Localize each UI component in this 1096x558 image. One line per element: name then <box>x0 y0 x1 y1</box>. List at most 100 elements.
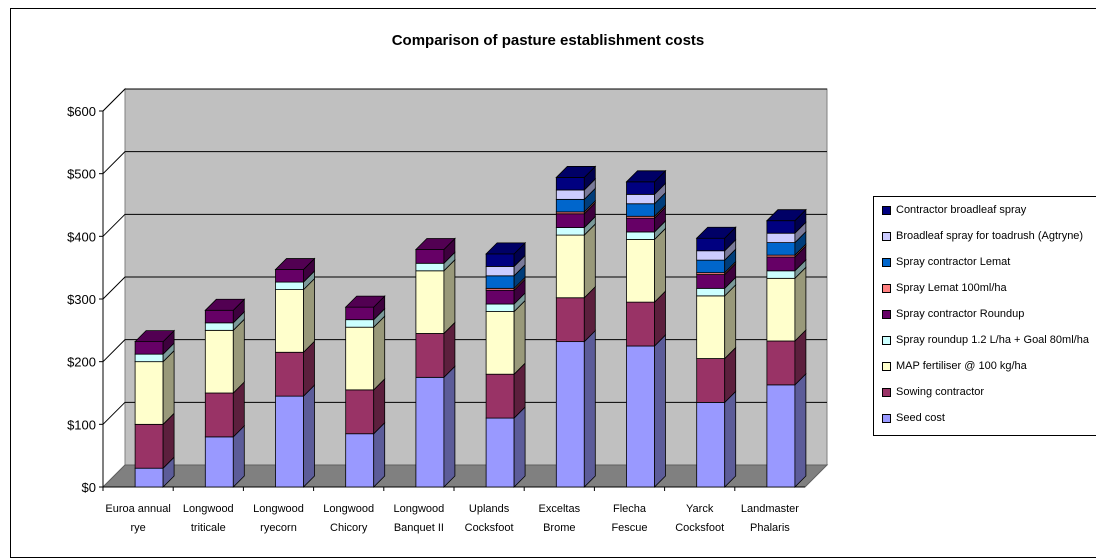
bar-segment <box>696 250 726 261</box>
x-tick-label: Landmaster <box>741 503 799 515</box>
bar-segment <box>555 297 585 343</box>
bar-segment <box>485 303 515 312</box>
bar-segment <box>345 319 375 328</box>
bar-segment <box>766 242 796 256</box>
legend: Contractor broadleaf spray Broadleaf spra… <box>873 196 1096 436</box>
legend-item: Spray contractor Lemat <box>882 255 1010 269</box>
x-tick-label: Exceltas <box>539 503 581 515</box>
legend-item: Sowing contractor <box>882 385 984 399</box>
bar-segment <box>275 269 304 283</box>
x-tick-label: Longwood <box>394 503 445 515</box>
y-tick-label: $100 <box>67 417 96 432</box>
legend-swatch <box>882 257 891 267</box>
bar-segment <box>415 270 445 334</box>
bar-segment-side <box>303 277 315 354</box>
bar-segment <box>626 231 655 240</box>
bar-segment-top <box>274 258 316 270</box>
bar-segment-side <box>794 266 807 342</box>
legend-item: Spray Lemat 100ml/ha <box>882 281 1007 295</box>
y-tick-label: $600 <box>67 104 96 119</box>
bar-segment-top <box>204 298 246 311</box>
legend-label: MAP fertiliser @ 100 kg/ha <box>896 360 1027 372</box>
y-tick-label: $300 <box>67 292 96 307</box>
legend-item: Broadleaf spray for toadrush (Agtryne) <box>882 229 1083 243</box>
x-tick-label: Cocksfoot <box>465 522 514 534</box>
bar-segment <box>696 274 726 289</box>
bar-segment-side <box>583 223 596 299</box>
bar-segment <box>485 311 515 375</box>
bar-segment-side <box>724 390 737 488</box>
bar-segment-side <box>654 334 666 488</box>
bar-segment-side <box>513 299 526 376</box>
bar-segment <box>204 309 234 324</box>
bar-segment <box>555 227 585 236</box>
legend-swatch <box>882 387 891 397</box>
bar-segment <box>345 306 375 321</box>
bar-segment <box>134 361 164 425</box>
y-tick-label: $400 <box>67 229 96 244</box>
bar-segment <box>415 333 445 378</box>
bar-segment <box>766 384 796 488</box>
bar-segment <box>204 392 234 438</box>
legend-swatch <box>882 335 891 345</box>
legend-swatch <box>882 413 891 423</box>
x-tick-label: ryecorn <box>260 522 297 534</box>
bar-segment <box>415 376 445 488</box>
bar-segment <box>134 423 164 469</box>
x-tick-label: Yarck <box>686 503 714 515</box>
bar-segment <box>275 395 304 488</box>
bar-segment <box>134 341 164 355</box>
bar-segment <box>766 277 796 342</box>
legend-swatch <box>882 309 891 319</box>
gridline <box>102 88 827 112</box>
gridline <box>102 151 827 175</box>
bar-segment <box>766 340 796 386</box>
bar-segment <box>275 351 304 397</box>
bar-segment <box>555 213 585 228</box>
bar-segment <box>766 232 796 243</box>
bar-segment-side <box>583 329 596 488</box>
legend-label: Sowing contractor <box>896 386 985 398</box>
bar-segment-top <box>344 295 386 308</box>
bar-segment <box>696 287 726 297</box>
bar-segment <box>696 401 726 488</box>
bar-segment <box>275 289 304 353</box>
y-tick-label: $500 <box>67 167 96 182</box>
bar-segment <box>696 358 726 403</box>
bar-segment <box>485 289 515 305</box>
y-tick-label: $0 <box>82 480 96 495</box>
bar-segment-top <box>765 209 807 222</box>
y-tick-label: $200 <box>67 355 96 370</box>
bar-segment-side <box>724 283 737 360</box>
bar-segment-top <box>134 330 176 343</box>
x-tick-label: Longwood <box>323 503 374 515</box>
legend-label: Broadleaf spray for toadrush (Agtryne) <box>896 230 1084 242</box>
bar-segment <box>555 189 585 200</box>
bar-segment <box>626 217 655 233</box>
legend-item: Seed cost <box>882 411 945 425</box>
bar-segment <box>134 467 164 488</box>
chart-title: Comparison of pasture establishment cost… <box>392 32 705 49</box>
bar-segment <box>766 220 796 234</box>
legend-label: Spray roundup 1.2 L/ha + Goal 80ml/ha <box>896 334 1089 346</box>
bar-segment-side <box>443 365 456 488</box>
bar-segment <box>555 234 585 299</box>
x-tick-label: Longwood <box>253 503 304 515</box>
bar-segment <box>485 417 515 488</box>
bar-segment <box>555 177 585 191</box>
legend-label: Spray Lemat 100ml/ha <box>896 282 1007 294</box>
bar-segment <box>415 249 445 264</box>
bar-segment <box>626 193 655 205</box>
bar-segment <box>626 345 655 488</box>
legend-swatch <box>882 231 891 241</box>
bar-segment <box>555 198 585 213</box>
bar-segment-top <box>555 166 597 178</box>
x-tick-label: Brome <box>543 522 575 534</box>
legend-swatch <box>882 205 891 215</box>
legend-item: MAP fertiliser @ 100 kg/ha <box>882 359 1027 373</box>
x-tick-label: Euroa annual <box>105 503 170 515</box>
bar-segment <box>485 266 515 277</box>
bar-segment-side <box>303 384 315 488</box>
bar-segment <box>134 353 164 363</box>
